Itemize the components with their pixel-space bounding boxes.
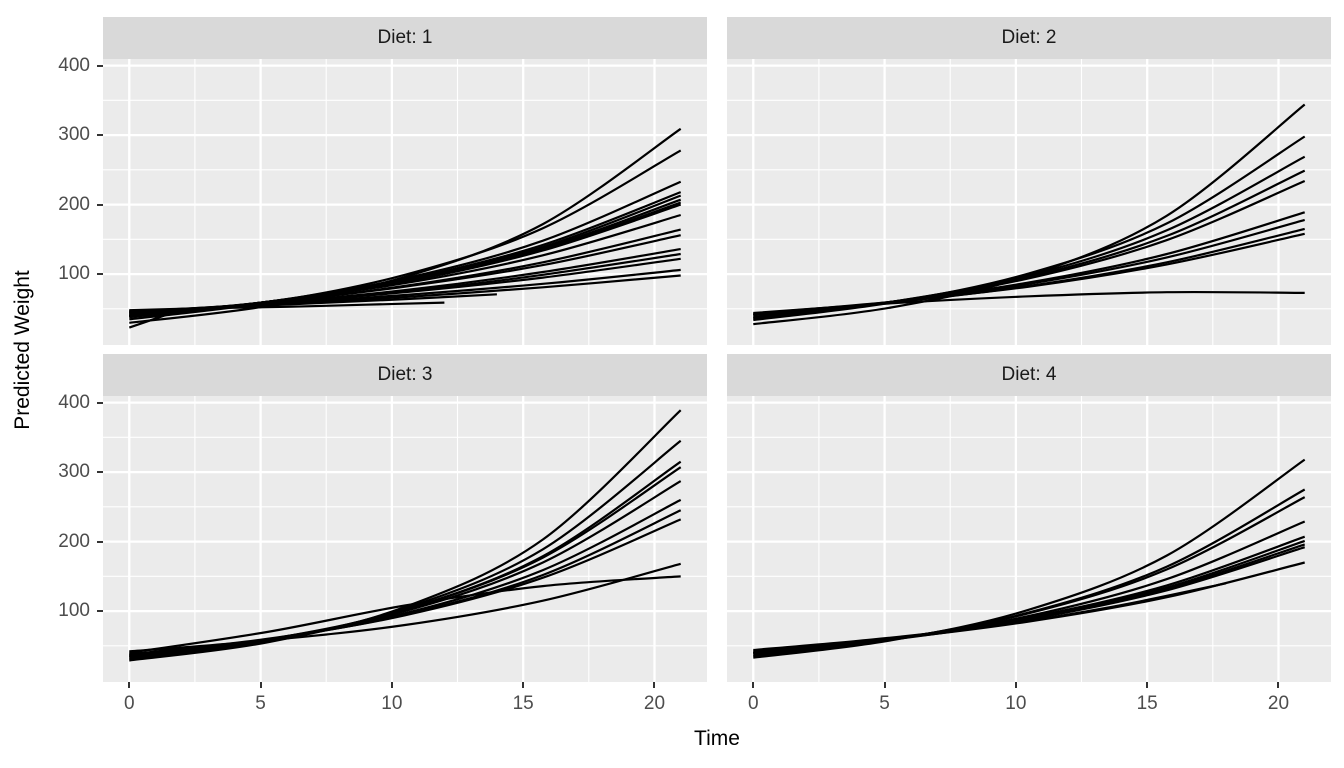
growth-curve: [753, 546, 1306, 654]
x-tick-label: 15: [512, 693, 534, 714]
y-tick-label: 400: [58, 391, 90, 413]
y-tick-label: 200: [58, 193, 90, 215]
x-tick-mark: [128, 682, 131, 688]
growth-curve: [129, 301, 445, 312]
growth-curve: [753, 535, 1306, 654]
y-tick-label: 300: [58, 461, 90, 483]
facet-strip-diet-3: Diet: 3: [103, 354, 707, 396]
x-tick-mark: [1146, 682, 1149, 688]
panel-plot-svg: [727, 59, 1331, 345]
facet-panel-diet-2: [727, 59, 1331, 345]
x-tick-mark: [752, 682, 755, 688]
y-tick-mark: [97, 401, 103, 404]
facet-strip-label: Diet: 3: [377, 364, 433, 385]
x-tick-mark: [522, 682, 525, 688]
growth-curve: [753, 458, 1306, 659]
growth-curve: [753, 290, 1305, 315]
x-tick-mark: [883, 682, 886, 688]
y-tick-mark: [97, 471, 103, 474]
y-tick-label: 200: [58, 530, 90, 552]
growth-curve: [753, 211, 1306, 317]
x-tick-mark: [390, 682, 393, 688]
x-tick-label: 10: [1005, 693, 1027, 714]
facet-panel-diet-3: [103, 396, 707, 682]
facet-strip-diet-2: Diet: 2: [727, 17, 1331, 59]
growth-curve: [753, 135, 1306, 322]
x-tick-label: 20: [643, 693, 666, 714]
facet-strip-label: Diet: 1: [377, 27, 433, 48]
x-axis-title: Time: [694, 727, 740, 750]
growth-curve: [129, 575, 681, 654]
x-tick-label: 20: [1267, 693, 1290, 714]
x-tick-mark: [1277, 682, 1280, 688]
facet-strip-diet-4: Diet: 4: [727, 354, 1331, 396]
y-tick-label: 400: [58, 54, 90, 76]
panel-plot-svg: [727, 396, 1331, 682]
growth-curve: [753, 582, 1227, 652]
y-tick-mark: [97, 273, 103, 276]
x-tick-label: 5: [879, 693, 890, 714]
y-axis-title: Predicted Weight: [11, 270, 34, 430]
x-tick-mark: [653, 682, 656, 688]
x-tick-label: 5: [255, 693, 266, 714]
y-tick-mark: [97, 610, 103, 613]
growth-curve: [129, 562, 681, 653]
y-tick-label: 100: [58, 263, 90, 285]
facet-strip-label: Diet: 4: [1001, 364, 1057, 385]
y-tick-label: 100: [58, 600, 90, 622]
y-tick-mark: [97, 540, 103, 543]
panel-plot-svg: [103, 396, 707, 682]
x-tick-label: 0: [747, 693, 759, 714]
growth-curve: [753, 496, 1306, 657]
x-tick-label: 0: [123, 693, 135, 714]
panel-plot-svg: [103, 59, 707, 345]
y-tick-mark: [97, 203, 103, 206]
growth-curve: [753, 227, 1305, 316]
growth-curve: [129, 228, 681, 316]
growth-curve: [129, 409, 682, 662]
growth-curve: [753, 543, 1306, 654]
y-tick-label: 300: [58, 124, 90, 146]
growth-curve: [128, 308, 183, 329]
y-tick-mark: [97, 134, 103, 137]
y-tick-mark: [97, 64, 103, 67]
growth-curve: [129, 127, 682, 324]
facet-panel-diet-1: [103, 59, 707, 345]
facet-strip-diet-1: Diet: 1: [103, 17, 707, 59]
x-tick-mark: [1014, 682, 1017, 688]
facet-panel-diet-4: [727, 396, 1331, 682]
x-tick-mark: [259, 682, 262, 688]
x-tick-label: 15: [1136, 693, 1158, 714]
growth-curve: [753, 218, 1305, 317]
facet-strip-label: Diet: 2: [1001, 27, 1057, 48]
growth-curve: [129, 466, 682, 659]
x-tick-label: 10: [381, 693, 403, 714]
